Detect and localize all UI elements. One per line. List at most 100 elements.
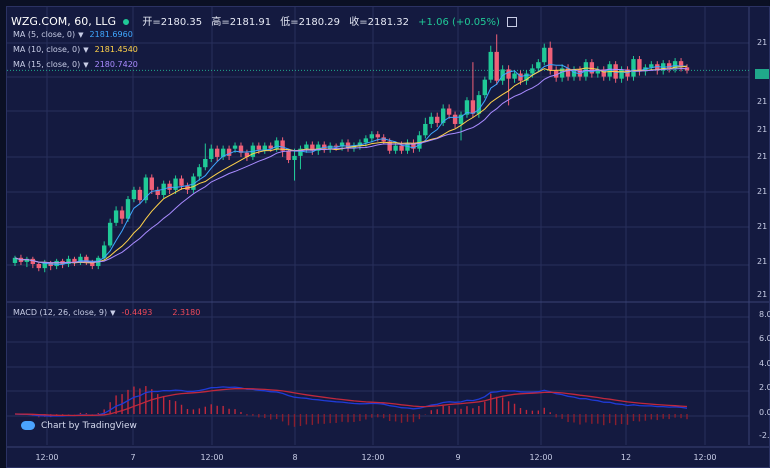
candle	[542, 43, 547, 66]
tradingview-cloud-icon	[21, 421, 35, 430]
candle	[488, 45, 493, 83]
candle	[571, 66, 577, 81]
candle	[214, 145, 220, 162]
time-axis-label: 7	[130, 453, 136, 462]
candle	[173, 175, 178, 194]
chart-frame: WZG.COM, 60, LLG 开=2180.35 高=2181.91 低=2…	[6, 6, 770, 468]
ma-line-5	[14, 63, 687, 265]
ma5-label: MA (5, close, 0)	[13, 30, 76, 39]
price-axis-label: 21	[757, 222, 768, 231]
change-value: +1.06 (+0.05%)	[418, 17, 500, 28]
caret-down-icon[interactable]: ▼	[78, 31, 84, 39]
ma10-label: MA (10, close, 0)	[13, 45, 81, 54]
signal-line	[14, 387, 688, 417]
candle	[119, 206, 125, 224]
macd-label: MACD (12, 26, close, 9)	[13, 308, 108, 317]
last-price-marker	[755, 69, 769, 79]
caret-down-icon[interactable]: ▼	[83, 61, 89, 69]
candle	[536, 59, 541, 72]
tradingview-badge[interactable]: Chart by TradingView	[21, 421, 137, 431]
candle	[363, 135, 369, 147]
macd-axis-label: 2.0	[759, 383, 770, 392]
symbol-header: WZG.COM, 60, LLG 开=2180.35 高=2181.91 低=2…	[11, 13, 518, 28]
ma15-legend[interactable]: MA (15, close, 0) ▼ 2180.7420	[13, 60, 138, 69]
candle	[113, 206, 119, 226]
open-value: 2180.35	[160, 17, 203, 28]
candle	[381, 134, 386, 145]
candle	[203, 143, 208, 171]
candle	[655, 61, 660, 75]
price-axis-label: 21	[757, 152, 768, 161]
candle	[429, 112, 434, 129]
time-axis-label: 12:00	[35, 453, 59, 462]
candle	[369, 131, 375, 143]
candle	[446, 104, 452, 119]
candle	[631, 56, 636, 81]
ma10-legend[interactable]: MA (10, close, 0) ▼ 2181.4540	[13, 45, 138, 54]
candle	[482, 76, 488, 99]
candle	[393, 141, 398, 154]
chart-canvas[interactable]	[7, 7, 769, 467]
candle	[619, 66, 624, 83]
macd-axis-label: -2.0	[759, 431, 770, 440]
macd-axis-label: 4.0	[759, 359, 770, 368]
candle	[548, 41, 553, 75]
collapse-icon[interactable]	[507, 17, 518, 27]
candle	[601, 66, 606, 81]
candle	[262, 142, 267, 154]
candle	[464, 97, 470, 118]
candle	[649, 61, 654, 71]
candle	[423, 117, 428, 139]
candle	[30, 256, 36, 269]
candle	[131, 186, 137, 203]
macd-value-2: 2.3180	[172, 308, 201, 317]
time-axis-label: 12:00	[200, 453, 224, 462]
candle	[238, 142, 244, 157]
candle	[452, 111, 458, 129]
price-axis-label: 21	[757, 290, 768, 299]
candle	[304, 141, 309, 153]
candle	[316, 141, 321, 155]
candle	[417, 131, 422, 152]
candle	[435, 112, 440, 128]
candle	[494, 34, 499, 85]
candle	[143, 174, 149, 204]
candle	[637, 56, 642, 76]
caret-down-icon[interactable]: ▼	[110, 309, 116, 317]
candle	[470, 62, 476, 118]
candle	[345, 139, 351, 152]
price-axis-label: 21	[757, 38, 768, 47]
candle	[559, 64, 565, 82]
caret-down-icon[interactable]: ▼	[83, 46, 89, 54]
macd-legend[interactable]: MACD (12, 26, close, 9) ▼ -0.4493 2.3180	[13, 308, 200, 317]
price-axis-label: 21	[757, 125, 768, 134]
candle	[411, 139, 416, 153]
ma-line-15	[14, 67, 688, 264]
symbol-name[interactable]: WZG.COM, 60, LLG	[11, 15, 117, 28]
macd-line	[14, 386, 688, 417]
candle	[66, 255, 71, 268]
candle	[149, 174, 154, 194]
candle	[524, 70, 529, 85]
time-axis-label: 12:00	[693, 453, 717, 462]
time-axis-label: 12:00	[361, 453, 385, 462]
candle	[209, 144, 214, 163]
ma5-legend[interactable]: MA (5, close, 0) ▼ 2181.6960	[13, 30, 133, 39]
ma15-label: MA (15, close, 0)	[13, 60, 81, 69]
candle	[595, 66, 600, 78]
candle	[298, 145, 303, 170]
time-axis-label: 12	[620, 453, 632, 462]
candle	[197, 164, 202, 181]
high-value: 2181.91	[229, 17, 272, 28]
low-value: 2180.29	[298, 17, 341, 28]
candle	[24, 256, 30, 268]
candle	[137, 186, 143, 205]
close-label: 收	[349, 17, 360, 28]
candle	[42, 259, 47, 273]
candle	[84, 254, 89, 266]
time-axis-label: 8	[292, 453, 298, 462]
candle	[512, 70, 517, 83]
high-label: 高	[211, 17, 222, 28]
candle	[107, 218, 113, 248]
candle	[179, 175, 184, 190]
